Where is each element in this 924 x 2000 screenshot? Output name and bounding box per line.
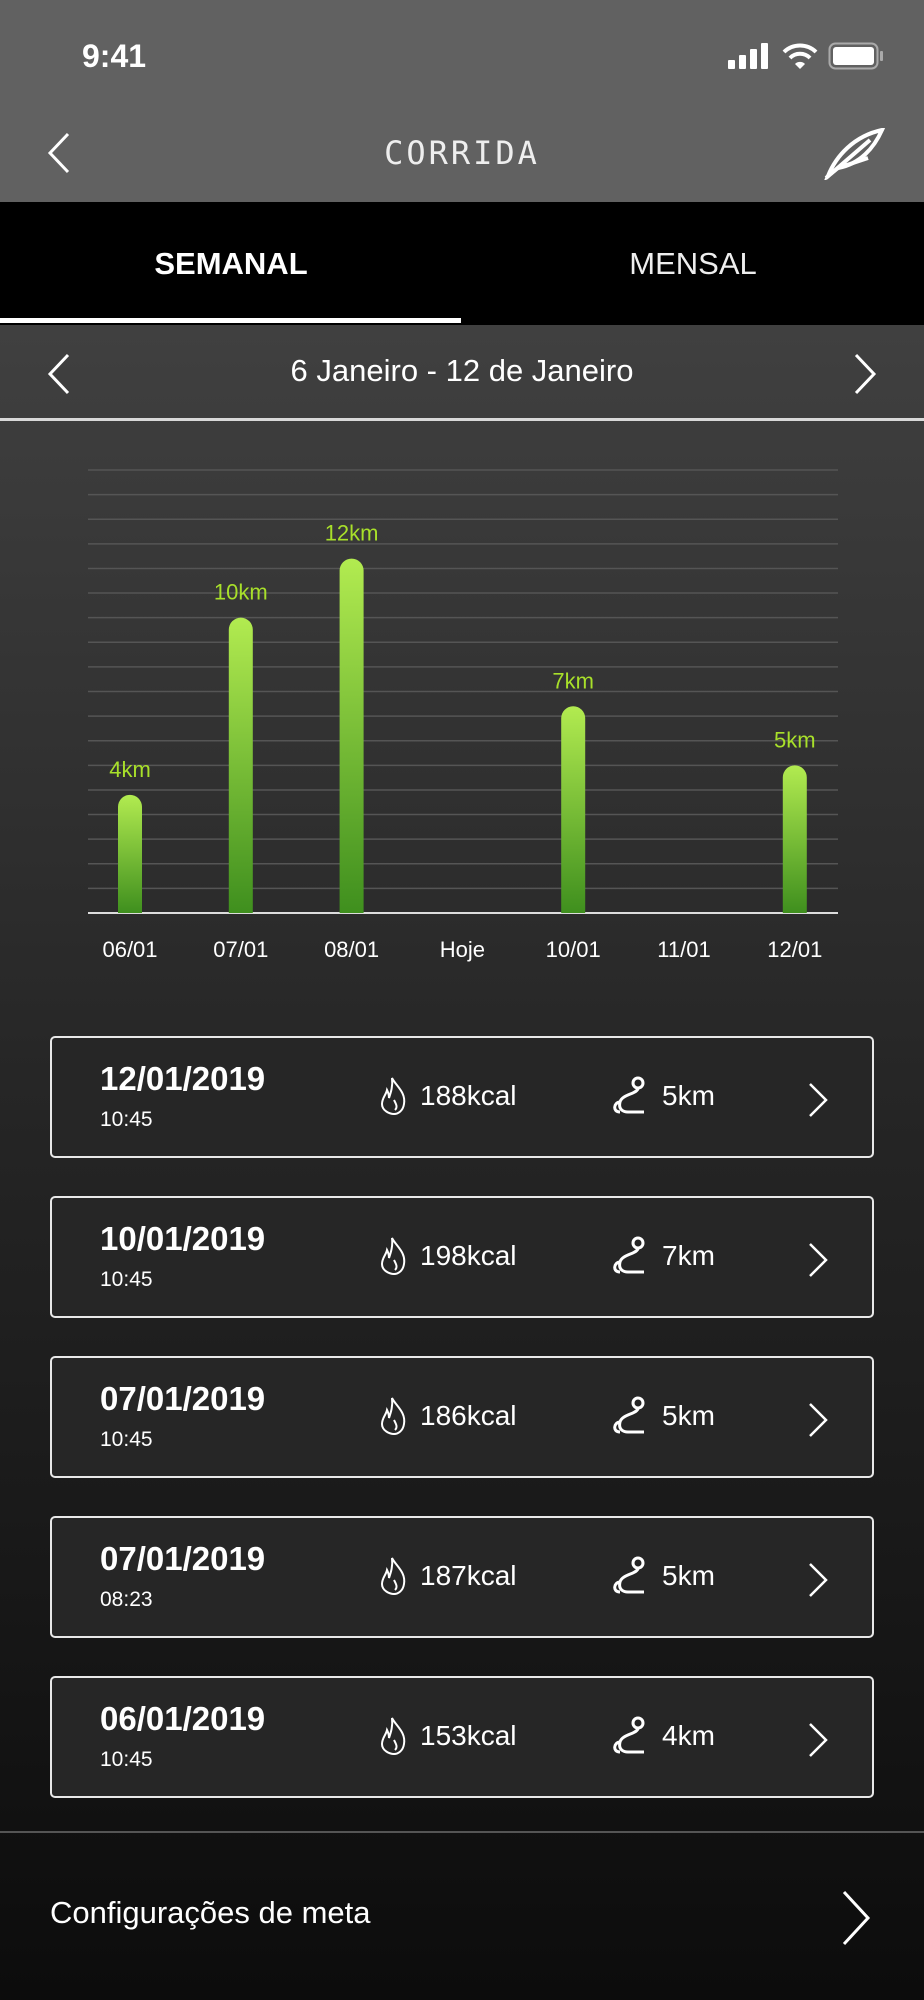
chevron-right-icon[interactable] — [806, 1240, 830, 1280]
route-icon — [613, 1236, 645, 1274]
battery-icon — [828, 42, 883, 70]
activity-card[interactable]: 07/01/2019 08:23 187kcal 5km — [50, 1516, 874, 1638]
activity-time: 08:23 — [100, 1588, 153, 1611]
x-tick-label: 06/01 — [102, 937, 157, 962]
goal-settings-chevron-icon[interactable] — [838, 1888, 874, 1948]
bar[interactable] — [782, 765, 807, 913]
x-tick-label: Hoje — [440, 937, 485, 962]
activity-distance: 5km — [662, 1560, 715, 1591]
period-tabs: SEMANAL MENSAL — [0, 202, 924, 325]
bar-value-label: 4km — [109, 757, 151, 782]
activity-date: 07/01/2019 — [100, 1540, 266, 1577]
bar[interactable] — [228, 617, 253, 913]
chevron-right-icon[interactable] — [806, 1720, 830, 1760]
activity-date: 06/01/2019 — [100, 1700, 266, 1737]
active-tab-indicator — [0, 318, 461, 323]
date-range-selector: 6 Janeiro - 12 de Janeiro — [0, 325, 924, 421]
activity-card[interactable]: 06/01/2019 10:45 153kcal 4km — [50, 1676, 874, 1798]
chevron-right-icon[interactable] — [806, 1400, 830, 1440]
signal-icon — [728, 43, 768, 69]
activity-calories: 187kcal — [420, 1560, 517, 1591]
activity-calories: 188kcal — [420, 1080, 517, 1111]
tab-semanal[interactable]: SEMANAL — [154, 245, 308, 281]
weekly-distance-chart: 06/01 4km 07/01 10km 08/01 12km Hoje 10/01 7km 11… — [88, 469, 838, 962]
status-time: 9:41 — [82, 38, 147, 74]
bar-value-label: 12km — [325, 521, 379, 546]
x-tick-label: 07/01 — [213, 937, 268, 962]
activity-date: 10/01/2019 — [100, 1220, 266, 1257]
status-icons — [728, 42, 884, 70]
bar-value-label: 5km — [774, 727, 816, 752]
previous-week-chevron-icon[interactable] — [44, 351, 74, 397]
flame-icon — [380, 1237, 406, 1276]
activity-calories: 186kcal — [420, 1400, 517, 1431]
x-tick-label: 08/01 — [324, 937, 379, 962]
activity-calories: 153kcal — [420, 1720, 517, 1751]
chevron-right-icon[interactable] — [806, 1080, 830, 1120]
activity-distance: 7km — [662, 1240, 715, 1271]
wifi-icon — [782, 43, 818, 69]
bar[interactable] — [561, 706, 586, 913]
bar-value-label: 10km — [214, 580, 268, 605]
chevron-right-icon[interactable] — [806, 1560, 830, 1600]
x-tick-label: 11/01 — [657, 937, 710, 962]
flame-icon — [380, 1557, 406, 1596]
bar-value-label: 7km — [552, 668, 594, 693]
route-icon — [613, 1556, 645, 1594]
activity-date: 12/01/2019 — [100, 1060, 266, 1097]
date-range-label: 6 Janeiro - 12 de Janeiro — [290, 353, 634, 388]
x-tick-label: 10/01 — [546, 937, 601, 962]
activity-time: 10:45 — [100, 1108, 153, 1131]
goal-settings-link[interactable]: Configurações de meta — [50, 1895, 371, 1930]
bar[interactable] — [118, 794, 142, 913]
activity-card[interactable]: 12/01/2019 10:45 188kcal 5km — [50, 1036, 874, 1158]
next-week-chevron-icon[interactable] — [850, 351, 880, 397]
activity-card[interactable]: 10/01/2019 10:45 198kcal 7km — [50, 1196, 874, 1318]
route-icon — [613, 1396, 645, 1434]
activity-date: 07/01/2019 — [100, 1380, 266, 1417]
flame-icon — [380, 1077, 406, 1116]
page-title: CORRIDA — [384, 134, 540, 172]
flame-icon — [380, 1397, 406, 1436]
divider — [0, 1831, 924, 1833]
tab-mensal[interactable]: MENSAL — [629, 245, 757, 281]
activity-distance: 5km — [662, 1400, 715, 1431]
activity-time: 10:45 — [100, 1428, 153, 1451]
header: 9:41 CORRIDA — [0, 0, 924, 202]
activity-calories: 198kcal — [420, 1240, 517, 1271]
flame-icon — [380, 1717, 406, 1756]
activity-time: 10:45 — [100, 1748, 153, 1771]
activity-distance: 5km — [662, 1080, 715, 1111]
activity-distance: 4km — [662, 1720, 715, 1751]
activity-time: 10:45 — [100, 1268, 153, 1291]
feather-logo-icon — [824, 128, 886, 180]
x-tick-label: 12/01 — [767, 937, 822, 962]
route-icon — [613, 1076, 645, 1114]
bar[interactable] — [339, 558, 364, 913]
activity-card[interactable]: 07/01/2019 10:45 186kcal 5km — [50, 1356, 874, 1478]
back-chevron-icon[interactable] — [44, 130, 74, 176]
route-icon — [613, 1716, 645, 1754]
